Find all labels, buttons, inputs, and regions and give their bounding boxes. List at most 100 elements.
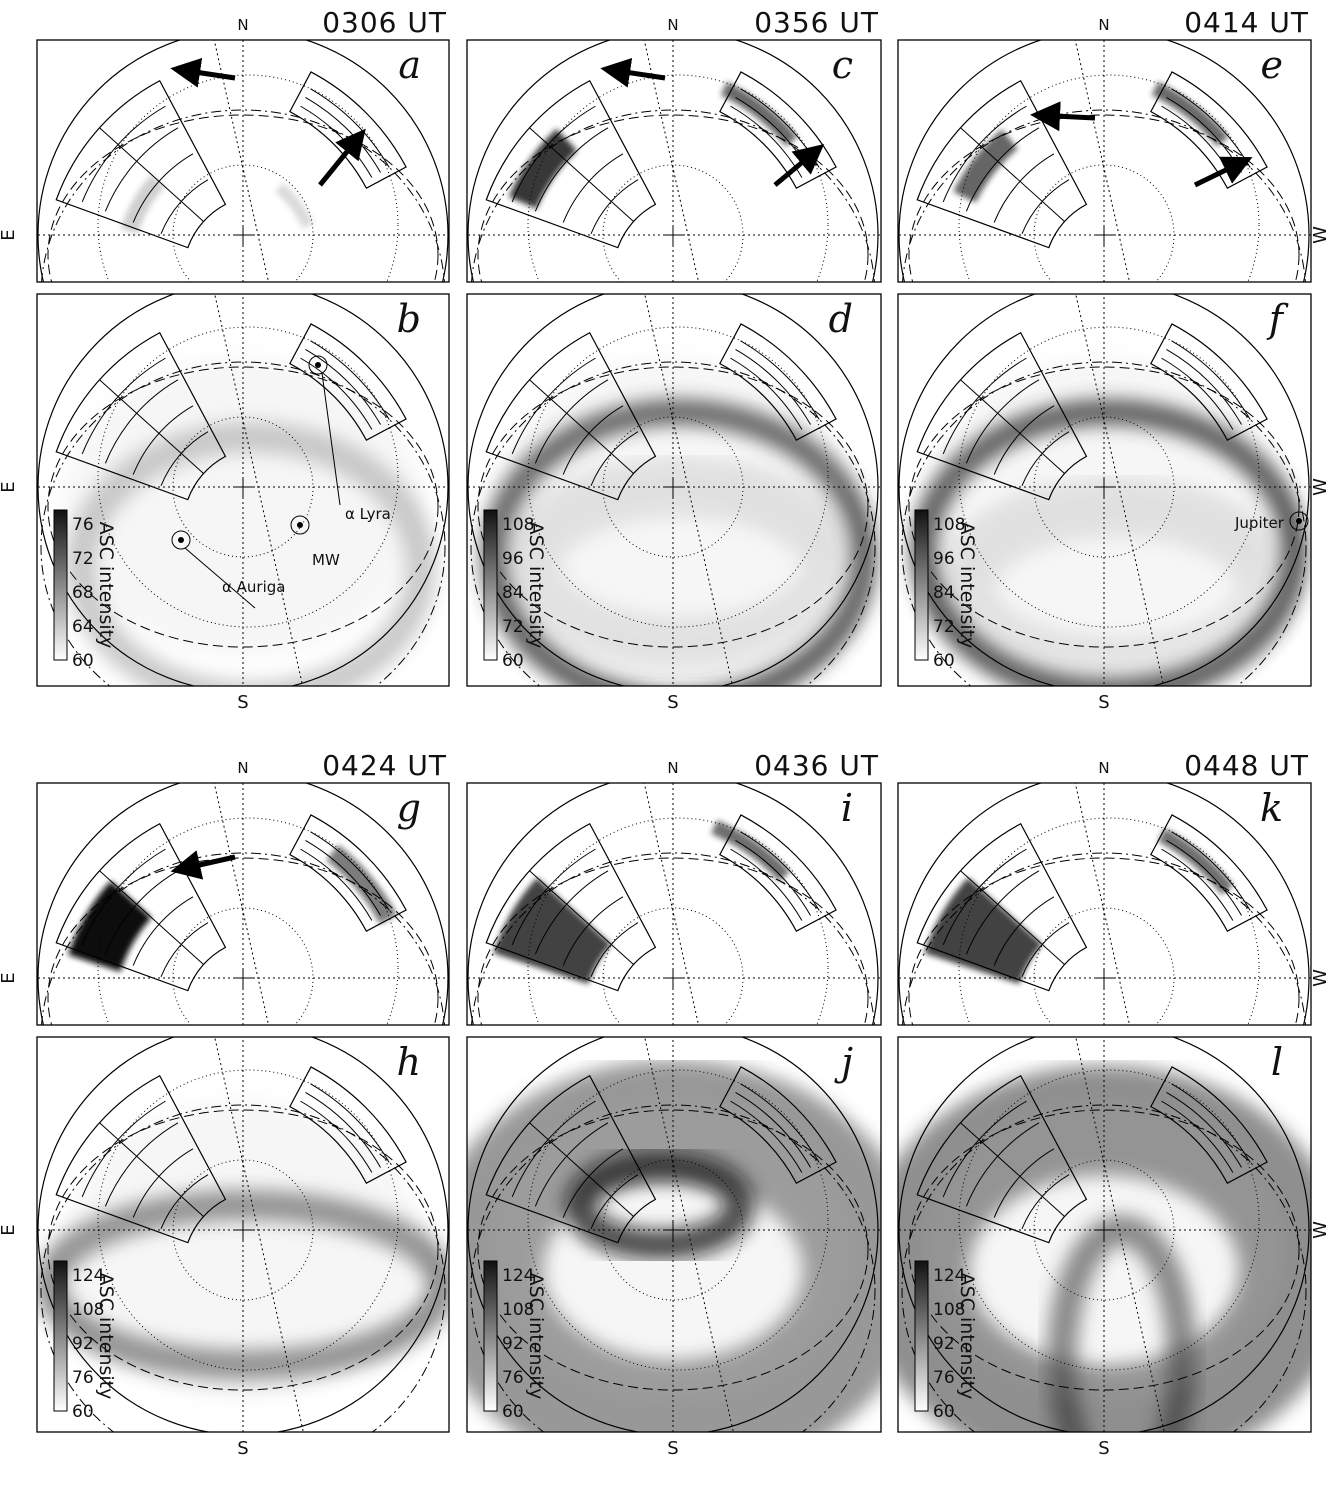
dotted-ring — [602, 416, 744, 558]
dotted-ring — [97, 74, 399, 282]
radar-echo — [508, 128, 578, 209]
colorbar-tick: 64 — [72, 617, 94, 637]
panel — [37, 40, 449, 282]
dashdot-contour — [901, 1104, 1307, 1432]
timestamp: 0414 UT — [1184, 6, 1309, 39]
fan-arc — [740, 340, 820, 420]
dashdot-contour — [470, 1104, 876, 1432]
fan-arc — [993, 405, 1055, 475]
panel-letter: e — [1261, 43, 1284, 87]
radar-fan — [1150, 814, 1268, 932]
colorbar-title: ASC intensity — [95, 522, 117, 649]
colorbar-tick: 108 — [933, 1300, 965, 1320]
timestamp: 0356 UT — [754, 6, 879, 39]
fan-arc — [1166, 840, 1242, 916]
south-label: S — [667, 1438, 678, 1459]
colorbar-tick: 108 — [502, 1300, 534, 1320]
radar-echo — [1157, 828, 1234, 895]
panel-frame — [897, 782, 1312, 1026]
fan-arc — [740, 831, 820, 911]
fan-beam — [529, 870, 634, 965]
dash-contour — [908, 857, 1300, 1025]
panel-frame — [36, 782, 450, 1026]
fan-arc — [511, 105, 596, 203]
radar-echo — [275, 182, 314, 229]
radar-fan — [1150, 323, 1268, 441]
fan-arc — [300, 1100, 373, 1173]
fan-arc — [160, 179, 209, 234]
dotted-ring — [172, 164, 314, 282]
west-label: W — [1310, 226, 1331, 244]
radar-fan — [916, 822, 1088, 992]
colorbar-tick: 96 — [502, 549, 524, 569]
panel-letter: k — [1260, 786, 1283, 830]
annotation: MW — [312, 551, 340, 569]
fan-arc — [104, 870, 179, 955]
panel-frame — [36, 1036, 450, 1433]
radar-fan — [916, 1074, 1088, 1244]
dash-contour — [908, 1109, 1300, 1391]
east-label: E — [0, 229, 19, 240]
panel-letter: c — [832, 43, 853, 87]
north-label: N — [237, 759, 248, 777]
panel-frame — [897, 293, 1312, 687]
dash-contour — [477, 366, 869, 648]
colorbar-tick: 76 — [72, 515, 94, 535]
fan-arc — [511, 1100, 596, 1198]
fan-arc — [993, 1148, 1055, 1218]
fan-arc — [81, 357, 166, 455]
dash-contour — [47, 857, 439, 1025]
fan-arc — [965, 379, 1040, 464]
fan-arc — [1161, 357, 1234, 430]
fan-arc — [730, 357, 803, 430]
colorbar-tick: 84 — [502, 583, 524, 603]
radar-fan — [719, 814, 837, 932]
panel — [37, 294, 449, 686]
colorbar-tick: 72 — [502, 617, 524, 637]
radar-echo — [1151, 81, 1229, 147]
fan-arc — [735, 349, 811, 425]
radar-fan — [55, 79, 227, 249]
fan-beam — [99, 127, 204, 222]
timestamp: 0448 UT — [1184, 749, 1309, 782]
dash-contour — [908, 114, 1300, 282]
dotted-ring — [97, 817, 399, 1025]
fan-arc — [562, 153, 624, 223]
fan-arc — [310, 831, 390, 911]
dotted-ring — [958, 74, 1260, 282]
fan-arc — [562, 1148, 624, 1218]
radar-fan — [289, 814, 407, 932]
panel-frame — [466, 39, 882, 283]
fan-arc — [1021, 431, 1070, 486]
fan-beam — [529, 1122, 634, 1217]
fan-beam — [529, 127, 634, 222]
fan-arc — [730, 848, 803, 921]
fan-arc — [305, 349, 381, 425]
north-label: N — [667, 759, 678, 777]
dashdot-contour — [901, 361, 1307, 686]
colorbar-tick: 60 — [72, 1402, 94, 1422]
fan-arc — [1171, 340, 1251, 420]
panel — [467, 40, 881, 282]
fan-arc — [104, 1122, 179, 1207]
colorbar-tick: 60 — [502, 1402, 524, 1422]
fan-arc — [1021, 922, 1070, 977]
fan-arc — [81, 105, 166, 203]
colorbar-tick: 72 — [72, 549, 94, 569]
fan-arc — [160, 1174, 209, 1229]
colorbar-title: ASC intensity — [956, 1273, 978, 1400]
timestamp: 0436 UT — [754, 749, 879, 782]
arrow — [773, 143, 825, 187]
colorbar — [914, 1260, 929, 1412]
colorbar-tick: 84 — [933, 583, 955, 603]
panel — [467, 783, 881, 1025]
east-label: E — [0, 481, 19, 492]
fan-arc — [590, 1174, 639, 1229]
panel-letter: f — [1266, 297, 1289, 341]
fan-arc — [735, 840, 811, 916]
fan-beam — [99, 379, 204, 474]
marker-ring — [308, 355, 328, 375]
colorbar-tick: 108 — [72, 1300, 104, 1320]
north-label: N — [237, 16, 248, 34]
